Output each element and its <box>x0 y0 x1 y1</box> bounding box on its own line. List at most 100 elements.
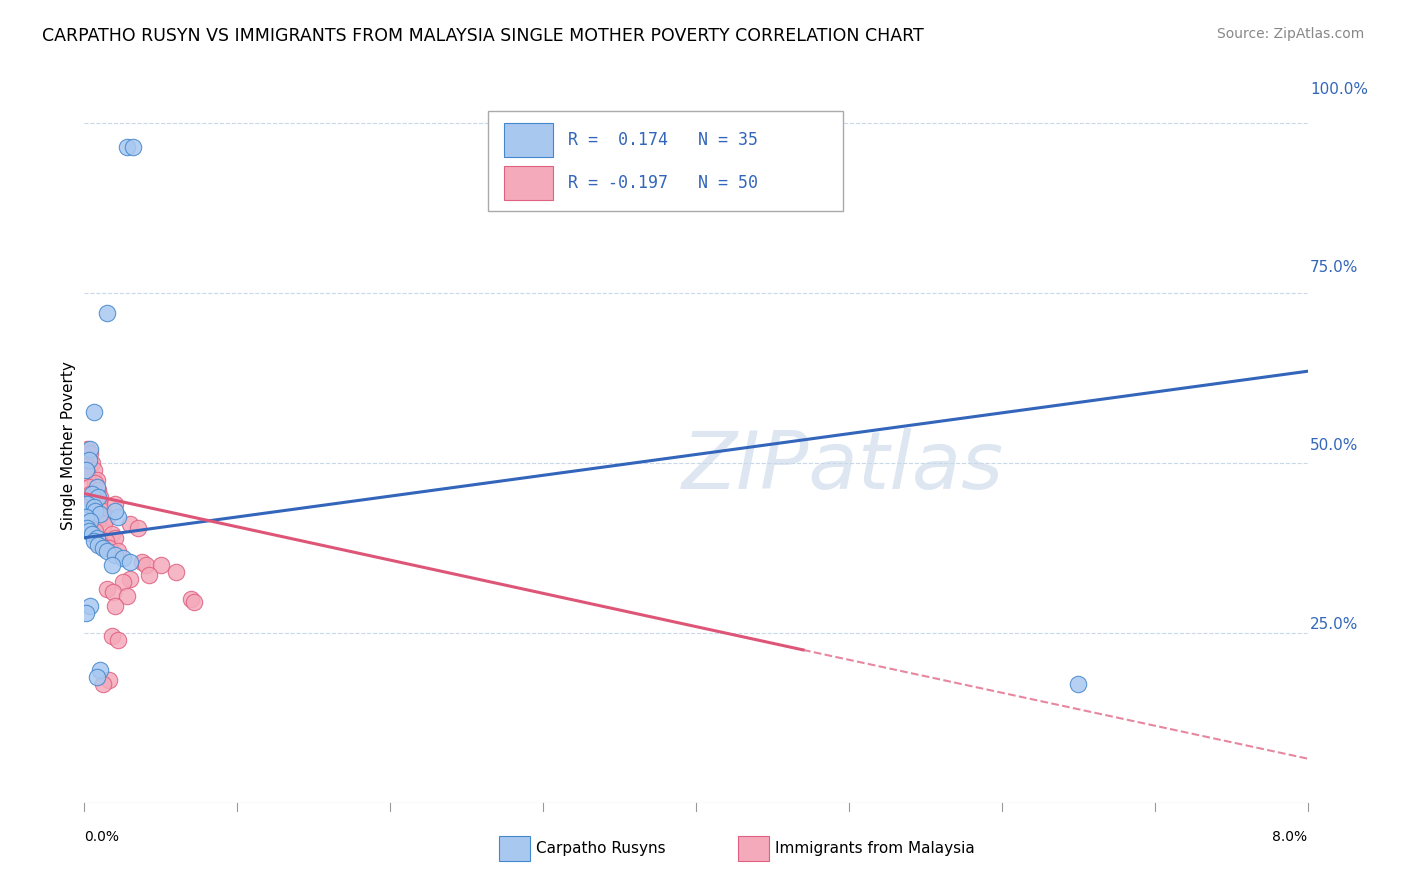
Point <box>135 558 157 572</box>
Point <box>101 558 124 572</box>
Point <box>111 574 134 589</box>
Point <box>91 541 114 555</box>
Point <box>83 405 105 419</box>
Point <box>80 527 103 541</box>
Text: R =  0.174   N = 35: R = 0.174 N = 35 <box>568 131 758 149</box>
Point <box>75 606 97 620</box>
Point <box>77 520 100 534</box>
Point <box>80 493 103 508</box>
Point <box>76 520 98 534</box>
Point <box>86 531 108 545</box>
Point <box>97 541 120 555</box>
Point <box>183 595 205 609</box>
Point <box>122 140 145 154</box>
Point <box>91 677 114 691</box>
Point <box>80 456 103 470</box>
Point <box>96 510 118 524</box>
Point <box>87 514 110 528</box>
Point <box>127 520 149 534</box>
Text: R = -0.197   N = 50: R = -0.197 N = 50 <box>568 174 758 192</box>
Point <box>75 510 97 524</box>
Text: 25.0%: 25.0% <box>1310 617 1358 632</box>
Point <box>104 548 127 562</box>
Point <box>1067 677 1090 691</box>
Point <box>93 517 115 532</box>
Point <box>76 497 98 511</box>
Point <box>79 486 101 500</box>
Point <box>120 555 142 569</box>
Point <box>96 544 118 558</box>
Point <box>75 463 97 477</box>
Point <box>90 537 112 551</box>
Point <box>84 476 107 491</box>
Text: Immigrants from Malaysia: Immigrants from Malaysia <box>775 841 974 855</box>
Point <box>79 442 101 457</box>
Point <box>87 483 110 498</box>
Point <box>76 466 98 480</box>
Point <box>87 490 110 504</box>
Point <box>107 510 129 524</box>
Point <box>165 565 187 579</box>
Point <box>138 568 160 582</box>
Point <box>115 589 138 603</box>
Point <box>86 473 108 487</box>
Point <box>77 452 100 467</box>
Point <box>120 572 142 586</box>
Point <box>76 442 98 457</box>
Point <box>84 524 107 538</box>
Point <box>86 507 108 521</box>
Point <box>111 551 134 566</box>
Text: ZIPatlas: ZIPatlas <box>682 428 1004 507</box>
FancyBboxPatch shape <box>503 166 553 200</box>
Point <box>104 503 127 517</box>
Text: 50.0%: 50.0% <box>1310 439 1358 453</box>
Text: 8.0%: 8.0% <box>1272 830 1308 844</box>
Point <box>83 534 105 549</box>
Point <box>107 544 129 558</box>
Point <box>86 480 108 494</box>
Text: 75.0%: 75.0% <box>1310 260 1358 275</box>
Point <box>120 517 142 532</box>
Point <box>91 503 114 517</box>
Point <box>89 507 111 521</box>
Text: 100.0%: 100.0% <box>1310 82 1368 96</box>
Point <box>103 585 125 599</box>
FancyBboxPatch shape <box>488 111 842 211</box>
Point <box>79 599 101 613</box>
Point <box>131 555 153 569</box>
Point <box>79 514 101 528</box>
Point <box>87 537 110 551</box>
Point <box>107 632 129 647</box>
Point <box>77 452 100 467</box>
Point <box>104 531 127 545</box>
Point <box>149 558 172 572</box>
Point <box>89 663 111 677</box>
Point <box>101 527 124 541</box>
FancyBboxPatch shape <box>503 123 553 157</box>
Point <box>83 463 105 477</box>
Point <box>83 500 105 515</box>
Point <box>90 500 112 515</box>
Point <box>94 534 117 549</box>
Point <box>104 497 127 511</box>
Y-axis label: Single Mother Poverty: Single Mother Poverty <box>60 361 76 531</box>
Point <box>80 486 103 500</box>
Point <box>86 670 108 684</box>
Point <box>101 629 124 643</box>
Point <box>83 497 105 511</box>
Point <box>77 480 100 494</box>
Point <box>75 459 97 474</box>
Point <box>97 673 120 688</box>
Point <box>96 582 118 596</box>
Text: Source: ZipAtlas.com: Source: ZipAtlas.com <box>1216 27 1364 41</box>
Point <box>77 524 100 538</box>
Point <box>89 490 111 504</box>
Point <box>79 446 101 460</box>
Point <box>104 599 127 613</box>
Text: 0.0%: 0.0% <box>84 830 120 844</box>
Point <box>84 503 107 517</box>
Text: Carpatho Rusyns: Carpatho Rusyns <box>536 841 665 855</box>
Point <box>115 140 138 154</box>
Point <box>96 306 118 320</box>
Text: CARPATHO RUSYN VS IMMIGRANTS FROM MALAYSIA SINGLE MOTHER POVERTY CORRELATION CHA: CARPATHO RUSYN VS IMMIGRANTS FROM MALAYS… <box>42 27 924 45</box>
